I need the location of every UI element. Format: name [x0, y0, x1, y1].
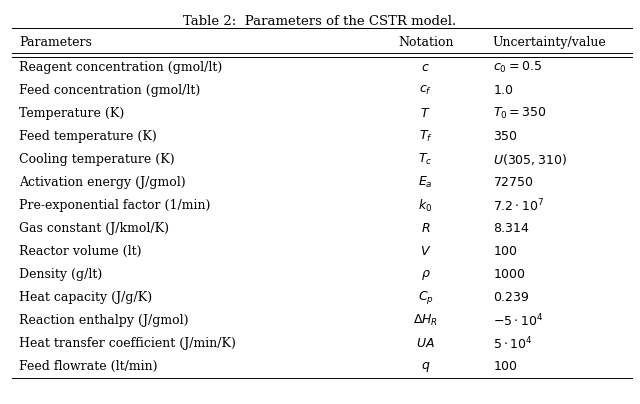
- Text: Reactor volume (lt): Reactor volume (lt): [19, 245, 141, 258]
- Text: $k_0$: $k_0$: [419, 198, 433, 214]
- Text: Feed concentration (gmol/lt): Feed concentration (gmol/lt): [19, 84, 200, 97]
- Text: $\rho$: $\rho$: [420, 268, 431, 282]
- Text: $-5 \cdot 10^4$: $-5 \cdot 10^4$: [493, 312, 543, 329]
- Text: $C_p$: $C_p$: [418, 289, 433, 306]
- Text: $8.314$: $8.314$: [493, 222, 530, 235]
- Text: $q$: $q$: [421, 360, 430, 374]
- Text: $U(305, 310)$: $U(305, 310)$: [493, 152, 567, 167]
- Text: $c$: $c$: [421, 61, 430, 74]
- Text: $T_c$: $T_c$: [419, 152, 433, 167]
- Text: $c_0 = 0.5$: $c_0 = 0.5$: [493, 60, 541, 75]
- Text: $100$: $100$: [493, 360, 518, 373]
- Text: $E_a$: $E_a$: [419, 175, 433, 190]
- Text: $72750$: $72750$: [493, 176, 534, 189]
- Text: $5 \cdot 10^4$: $5 \cdot 10^4$: [493, 335, 532, 352]
- Text: $T_f$: $T_f$: [419, 129, 433, 144]
- Text: Notation: Notation: [398, 36, 453, 49]
- Text: Reaction enthalpy (J/gmol): Reaction enthalpy (J/gmol): [19, 314, 189, 327]
- Text: Uncertainty/value: Uncertainty/value: [493, 36, 607, 49]
- Text: Activation energy (J/gmol): Activation energy (J/gmol): [19, 176, 186, 189]
- Text: Pre-exponential factor (1/min): Pre-exponential factor (1/min): [19, 199, 211, 212]
- Text: $\Delta H_R$: $\Delta H_R$: [413, 313, 438, 328]
- Text: Table 2:  Parameters of the CSTR model.: Table 2: Parameters of the CSTR model.: [184, 15, 456, 28]
- Text: $350$: $350$: [493, 130, 518, 143]
- Text: $7.2 \cdot 10^7$: $7.2 \cdot 10^7$: [493, 197, 544, 214]
- Text: Feed temperature (K): Feed temperature (K): [19, 130, 157, 143]
- Text: Density (g/lt): Density (g/lt): [19, 268, 102, 281]
- Text: $1.0$: $1.0$: [493, 84, 514, 97]
- Text: $0.239$: $0.239$: [493, 291, 529, 304]
- Text: Gas constant (J/kmol/K): Gas constant (J/kmol/K): [19, 222, 169, 235]
- Text: Heat capacity (J/g/K): Heat capacity (J/g/K): [19, 291, 152, 304]
- Text: $T$: $T$: [420, 107, 431, 120]
- Text: $1000$: $1000$: [493, 268, 526, 281]
- Text: $T_0 = 350$: $T_0 = 350$: [493, 106, 547, 121]
- Text: $UA$: $UA$: [416, 337, 435, 350]
- Text: Parameters: Parameters: [19, 36, 92, 49]
- Text: Temperature (K): Temperature (K): [19, 107, 124, 120]
- Text: Feed flowrate (lt/min): Feed flowrate (lt/min): [19, 360, 157, 373]
- Text: Cooling temperature (K): Cooling temperature (K): [19, 153, 175, 166]
- Text: $R$: $R$: [421, 222, 430, 235]
- Text: Heat transfer coefficient (J/min/K): Heat transfer coefficient (J/min/K): [19, 337, 236, 350]
- Text: $100$: $100$: [493, 245, 518, 258]
- Text: $c_f$: $c_f$: [419, 84, 432, 97]
- Text: Reagent concentration (gmol/lt): Reagent concentration (gmol/lt): [19, 61, 223, 74]
- Text: $V$: $V$: [420, 245, 431, 258]
